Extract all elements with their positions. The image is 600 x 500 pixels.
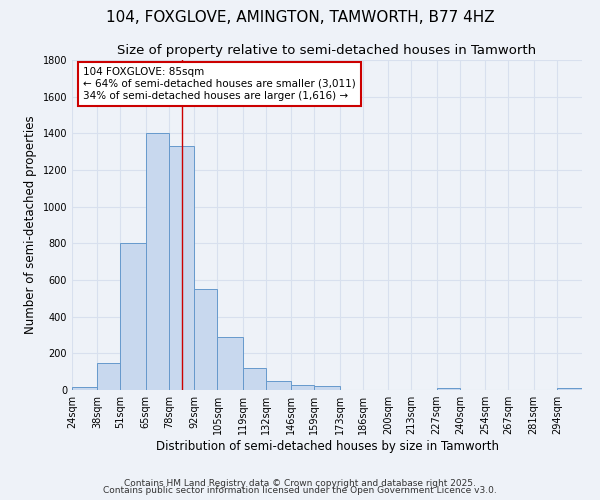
Bar: [437, 388, 460, 390]
Text: Contains public sector information licensed under the Open Government Licence v3: Contains public sector information licen…: [103, 486, 497, 495]
Bar: [194, 289, 217, 390]
Bar: [266, 381, 291, 390]
Bar: [217, 337, 242, 390]
Bar: [557, 388, 582, 390]
Bar: [121, 244, 146, 390]
Text: 104 FOXGLOVE: 85sqm
← 64% of semi-detached houses are smaller (3,011)
34% of sem: 104 FOXGLOVE: 85sqm ← 64% of semi-detach…: [83, 68, 356, 100]
Bar: [72, 387, 97, 390]
Y-axis label: Number of semi-detached properties: Number of semi-detached properties: [24, 116, 37, 334]
Bar: [146, 134, 169, 390]
Bar: [242, 368, 266, 390]
Bar: [97, 362, 121, 390]
X-axis label: Distribution of semi-detached houses by size in Tamworth: Distribution of semi-detached houses by …: [155, 440, 499, 453]
Bar: [169, 146, 194, 390]
Bar: [291, 386, 314, 390]
Text: 104, FOXGLOVE, AMINGTON, TAMWORTH, B77 4HZ: 104, FOXGLOVE, AMINGTON, TAMWORTH, B77 4…: [106, 10, 494, 25]
Text: Contains HM Land Registry data © Crown copyright and database right 2025.: Contains HM Land Registry data © Crown c…: [124, 478, 476, 488]
Bar: [314, 386, 340, 390]
Title: Size of property relative to semi-detached houses in Tamworth: Size of property relative to semi-detach…: [118, 44, 536, 58]
